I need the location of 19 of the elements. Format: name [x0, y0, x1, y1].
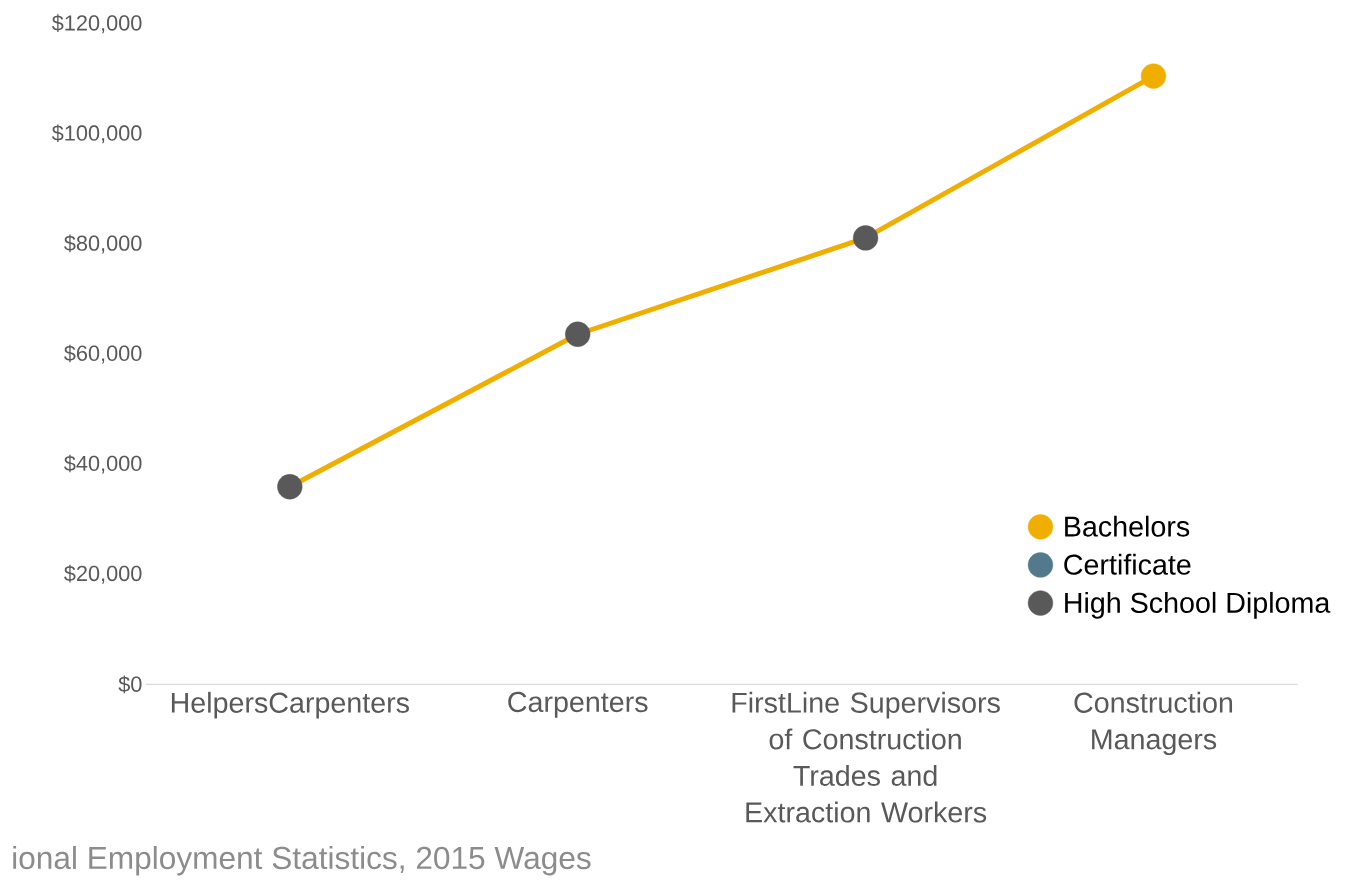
x-tick-label: HelpersCarpenters	[171, 691, 409, 719]
y-tick-label: $0	[118, 675, 142, 694]
y-tick-label: $20,000	[64, 564, 142, 584]
x-tick-label: Construction Managers	[1074, 691, 1233, 756]
y-tick-label: $80,000	[64, 234, 142, 254]
text: ional Employment Statistics, 2015 Wages	[13, 846, 591, 876]
y-tick-label: $40,000	[64, 454, 142, 474]
y-tick-label: $100,000	[51, 124, 142, 144]
point	[277, 474, 303, 500]
point	[565, 321, 591, 347]
x-tick-label: Carpenters	[508, 691, 648, 718]
point	[1140, 63, 1167, 89]
legend-label: Certificate	[1064, 553, 1191, 575]
y-tick-label: $120,000	[51, 14, 142, 34]
legend-label: Bachelors	[1065, 515, 1190, 537]
y-tick-label: $60,000	[64, 344, 142, 364]
legend-label: High School Diploma	[1065, 592, 1331, 619]
x-tick-label: FirstLine Supervisors of Construction Trades and Extraction Workers	[732, 691, 1000, 823]
point	[852, 225, 879, 251]
